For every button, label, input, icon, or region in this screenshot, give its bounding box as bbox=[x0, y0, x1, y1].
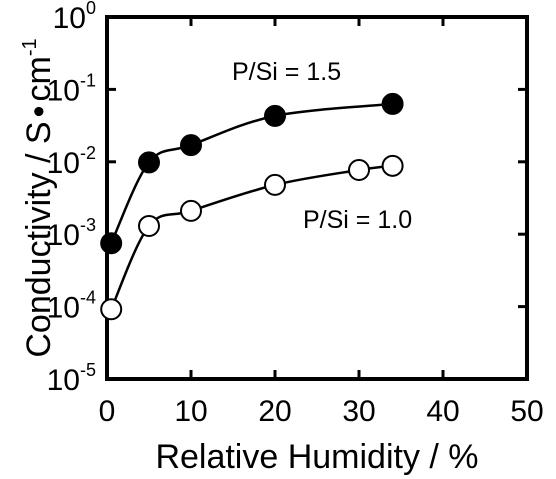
annotation-p-si-1-0: P/Si = 1.0 bbox=[303, 206, 412, 234]
y-tick-base-4: 10 bbox=[47, 292, 80, 325]
y-tick-base-0: 10 bbox=[53, 2, 86, 35]
x-tick-label-0: 0 bbox=[99, 395, 116, 428]
y-tick-exp-1: -1 bbox=[80, 70, 96, 90]
y-tick-exp-3: -3 bbox=[80, 215, 96, 235]
y-tick-exp-5: -5 bbox=[80, 360, 96, 380]
y-tick-label-2: 10-2 bbox=[47, 143, 96, 180]
point-s1-2 bbox=[180, 199, 202, 222]
y-tick-label-0: 100 bbox=[53, 0, 96, 35]
y-tick-label-3: 10-3 bbox=[47, 215, 96, 252]
point-s1-4 bbox=[348, 159, 370, 182]
data-markers bbox=[100, 92, 404, 321]
y-axis-label-dot: • bbox=[20, 106, 58, 118]
point-s1-3 bbox=[264, 173, 286, 196]
y-tick-base-3: 10 bbox=[47, 219, 80, 252]
x-tick-label-4: 40 bbox=[426, 395, 459, 428]
y-tick-base-5: 10 bbox=[47, 364, 80, 397]
x-tick-label-2: 20 bbox=[258, 395, 291, 428]
y-axis-label: Conductivity / S • cm-1 bbox=[19, 38, 58, 357]
point-s0-1 bbox=[138, 151, 160, 174]
x-tick-labels: 0 10 20 30 40 50 bbox=[99, 395, 544, 428]
y-axis-label-unit: cm bbox=[20, 56, 58, 101]
y-tick-exp-4: -4 bbox=[80, 288, 96, 308]
annotation-p-si-1-5: P/Si = 1.5 bbox=[232, 58, 341, 86]
x-tick-label-5: 50 bbox=[510, 395, 543, 428]
y-tick-base-2: 10 bbox=[47, 147, 80, 180]
y-tick-label-1: 10-1 bbox=[47, 70, 96, 107]
x-axis-label: Relative Humidity / % bbox=[155, 438, 478, 476]
point-s0-3 bbox=[264, 104, 286, 127]
plot-frame bbox=[105, 15, 529, 381]
point-s1-5 bbox=[381, 154, 404, 177]
y-axis-label-base: Conductivity / S bbox=[20, 121, 58, 357]
point-s0-4 bbox=[381, 92, 404, 115]
fit-curve-1 bbox=[110, 164, 393, 310]
y-axis-label-exp: -1 bbox=[19, 38, 41, 56]
y-tick-label-5: 10-5 bbox=[47, 360, 96, 397]
y-tick-exp-0: 0 bbox=[86, 0, 96, 18]
y-tick-label-4: 10-4 bbox=[47, 288, 96, 325]
x-tick-label-3: 30 bbox=[342, 395, 375, 428]
point-s1-1 bbox=[138, 214, 160, 237]
point-s0-2 bbox=[180, 134, 202, 157]
point-s0-0 bbox=[100, 232, 123, 255]
point-s1-0 bbox=[100, 298, 123, 321]
y-tick-exp-2: -2 bbox=[80, 143, 96, 163]
x-tick-label-1: 10 bbox=[174, 395, 207, 428]
y-tick-base-1: 10 bbox=[47, 74, 80, 107]
